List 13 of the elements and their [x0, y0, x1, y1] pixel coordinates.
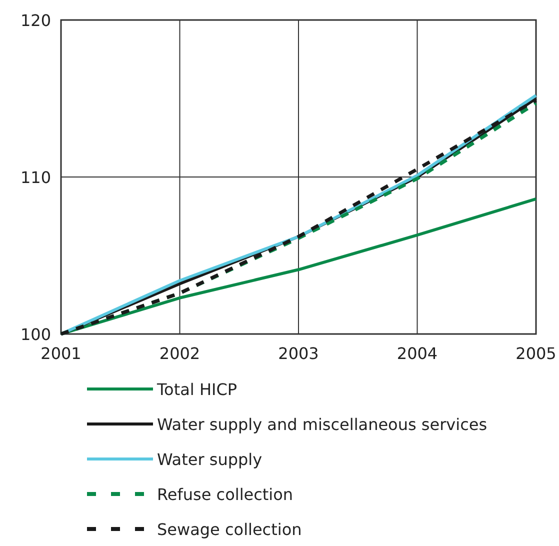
legend-label: Water supply	[157, 450, 262, 469]
legend-label: Sewage collection	[157, 520, 302, 539]
y-tick-label: 120	[20, 11, 51, 30]
legend-label: Total HICP	[156, 380, 238, 399]
legend-label: Water supply and miscellaneous services	[157, 415, 488, 434]
x-tick-label: 2003	[278, 344, 319, 363]
x-tick-label: 2002	[159, 344, 200, 363]
x-tick-label: 2001	[40, 344, 82, 363]
legend-label: Refuse collection	[157, 485, 294, 504]
y-tick-label: 110	[20, 168, 51, 187]
x-tick-label: 2004	[396, 344, 438, 363]
y-tick-label: 100	[20, 325, 51, 344]
x-tick-label: 2005	[516, 344, 556, 363]
